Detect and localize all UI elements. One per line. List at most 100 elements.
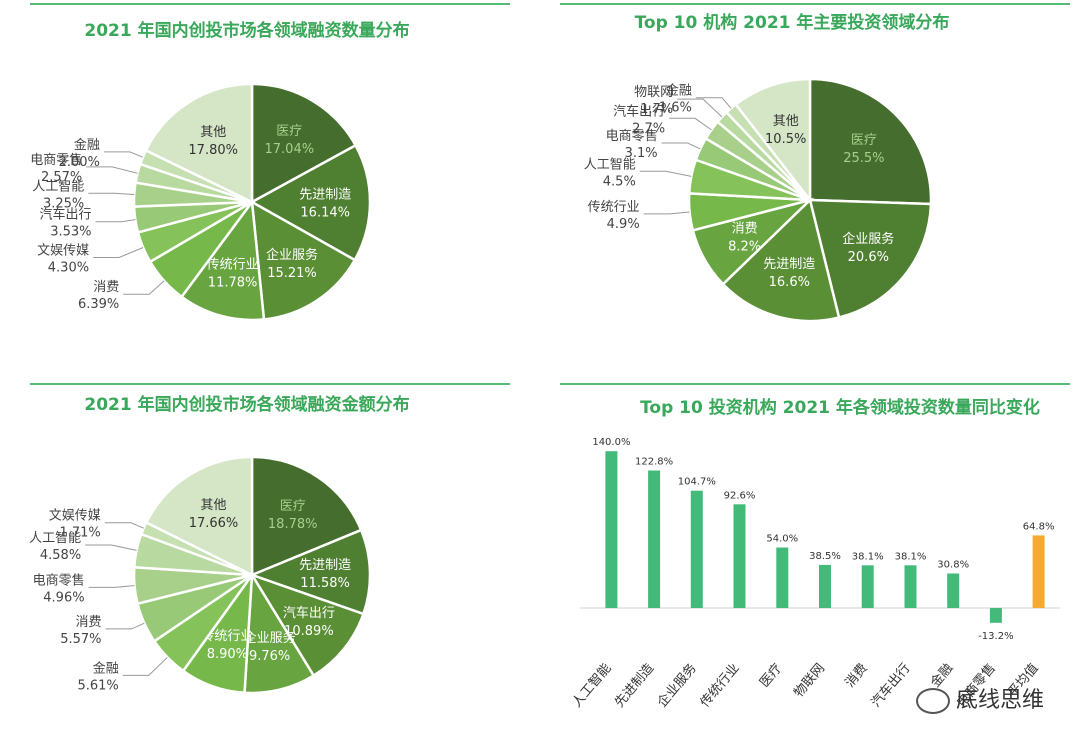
- slice-label: 先进制造: [763, 257, 815, 272]
- leader-line: [123, 280, 165, 295]
- pie-slice: [250, 82, 358, 205]
- bar: [861, 565, 874, 608]
- pie-panel-top10-domains: Top 10 机构 2021 年主要投资领域分布 医疗 25.5% 企业服务 20.6…: [540, 0, 1080, 370]
- pie-chart-deal-count: 2021 年国内创投市场各领域融资数量分布 医疗 17.04% 先进制造 16.14%…: [30, 3, 510, 322]
- slice-value-label: 17.66%: [189, 516, 239, 531]
- bar-value-label: 92.6%: [724, 490, 756, 501]
- slice-label: 医疗: [276, 124, 302, 139]
- pie-slice: [144, 82, 254, 204]
- leader-line: [661, 142, 701, 150]
- category-label: 企业服务: [654, 660, 700, 710]
- bar: [690, 490, 703, 608]
- leader-line: [643, 211, 690, 215]
- bar-value-label: 54.0%: [766, 534, 798, 545]
- leader-line: [695, 97, 732, 109]
- slice-label: 其他: [200, 498, 226, 513]
- bar-value-label: 122.8%: [635, 457, 673, 468]
- pie-slice: [808, 77, 933, 206]
- slice-label: 传统行业: [588, 200, 640, 215]
- leader-line: [88, 585, 135, 588]
- slice-value-label: 1.71%: [59, 526, 100, 541]
- slice-label: 企业服务: [842, 231, 894, 247]
- slice-label: 消费: [93, 280, 119, 295]
- slice-value-label: 20.6%: [848, 250, 889, 265]
- pie-slice: [721, 197, 841, 323]
- pie-slice: [248, 528, 372, 616]
- category-label: 传统行业: [698, 661, 743, 710]
- category-label: 人工智能: [570, 661, 615, 710]
- slice-value-label: 8.90%: [207, 647, 248, 662]
- bar: [733, 504, 746, 608]
- leader-line: [95, 219, 136, 223]
- pie-slice: [250, 455, 363, 577]
- pie-panel-deal-amount: 2021 年国内创投市场各领域融资金额分布 医疗 18.78% 先进制造 11.58%…: [0, 378, 520, 746]
- slice-value-label: 2.7%: [632, 121, 665, 136]
- bar: [1032, 535, 1045, 608]
- bar: [776, 547, 789, 608]
- slice-label: 文娱传媒: [49, 509, 101, 524]
- slice-value-label: 2.57%: [41, 170, 82, 185]
- slice-label: 先进制造: [299, 188, 351, 203]
- slice-value-label: 3.25%: [43, 196, 84, 211]
- slice-value-label: 4.9%: [607, 217, 640, 232]
- slice-label: 物联网: [634, 85, 673, 100]
- leader-line: [677, 98, 723, 118]
- chart-title: 2021 年国内创投市场各领域融资金额分布: [84, 394, 409, 415]
- pie-slice: [179, 198, 266, 322]
- slice-value-label: 17.04%: [265, 142, 315, 157]
- leader-line: [103, 151, 143, 158]
- slice-value-label: 6.39%: [78, 297, 119, 312]
- slice-value-label: 10.5%: [765, 132, 806, 147]
- slice-value-label: 5.57%: [60, 632, 101, 647]
- slice-label: 电商零售: [30, 152, 82, 168]
- pie-slice: [734, 77, 812, 204]
- bar: [989, 608, 1002, 623]
- pie-chart-top10-domains: Top 10 机构 2021 年主要投资领域分布 医疗 25.5% 企业服务 20.6…: [560, 3, 1070, 323]
- bar: [947, 573, 960, 608]
- slice-value-label: 17.80%: [188, 143, 238, 158]
- leader-line: [93, 247, 144, 258]
- bar-value-label: 38.5%: [809, 551, 841, 562]
- slice-value-label: 4.58%: [40, 548, 81, 563]
- slice-value-label: 4.96%: [43, 590, 84, 605]
- slice-value-label: 9.76%: [249, 649, 290, 664]
- slice-label: 企业服务: [244, 630, 296, 646]
- slice-label: 汽车出行: [39, 207, 91, 223]
- slice-value-label: 2.00%: [59, 155, 100, 170]
- slice-label: 医疗: [280, 499, 306, 514]
- bar-value-label: 64.8%: [1023, 521, 1055, 532]
- slice-label: 人工智能: [584, 157, 636, 172]
- category-label: 物联网: [791, 661, 828, 701]
- slice-label: 电商零售: [33, 572, 85, 588]
- chart-title: Top 10 投资机构 2021 年各领域投资数量同比变化: [640, 397, 1040, 418]
- slice-label: 其他: [773, 114, 799, 129]
- slice-value-label: 3.1%: [625, 146, 658, 161]
- leader-line: [104, 522, 144, 529]
- bar-value-label: 140.0%: [592, 437, 630, 448]
- bar-value-label: 30.8%: [937, 560, 969, 571]
- leader-line: [86, 166, 138, 174]
- slice-label: 传统行业: [207, 258, 259, 273]
- leader-line: [85, 544, 137, 551]
- slice-value-label: 4.5%: [603, 174, 636, 189]
- category-label: 汽车出行: [868, 660, 914, 710]
- slice-label: 金融: [666, 83, 692, 99]
- wechat-icon: [915, 688, 950, 714]
- bar-panel-yoy-change: Top 10 投资机构 2021 年各领域投资数量同比变化 140.0% 人工智能…: [540, 378, 1080, 746]
- slice-label: 消费: [75, 615, 101, 630]
- slice-label: 文娱传媒: [37, 244, 89, 259]
- bar: [648, 470, 661, 608]
- pie-slice: [250, 199, 357, 321]
- slice-value-label: 5.61%: [77, 678, 118, 693]
- pie-slice: [808, 198, 933, 319]
- leader-line: [639, 170, 692, 177]
- category-label: 医疗: [757, 661, 785, 691]
- chart-title: Top 10 机构 2021 年主要投资领域分布: [635, 12, 950, 33]
- bar-value-label: 104.7%: [678, 477, 716, 488]
- slice-value-label: 25.5%: [843, 151, 884, 166]
- pie-slice: [249, 572, 365, 678]
- bar-value-label: -13.2%: [978, 631, 1013, 642]
- bar: [904, 565, 917, 608]
- slice-label: 消费: [732, 222, 758, 237]
- bar-chart-yoy-change: Top 10 投资机构 2021 年各领域投资数量同比变化 140.0% 人工智能…: [560, 383, 1070, 710]
